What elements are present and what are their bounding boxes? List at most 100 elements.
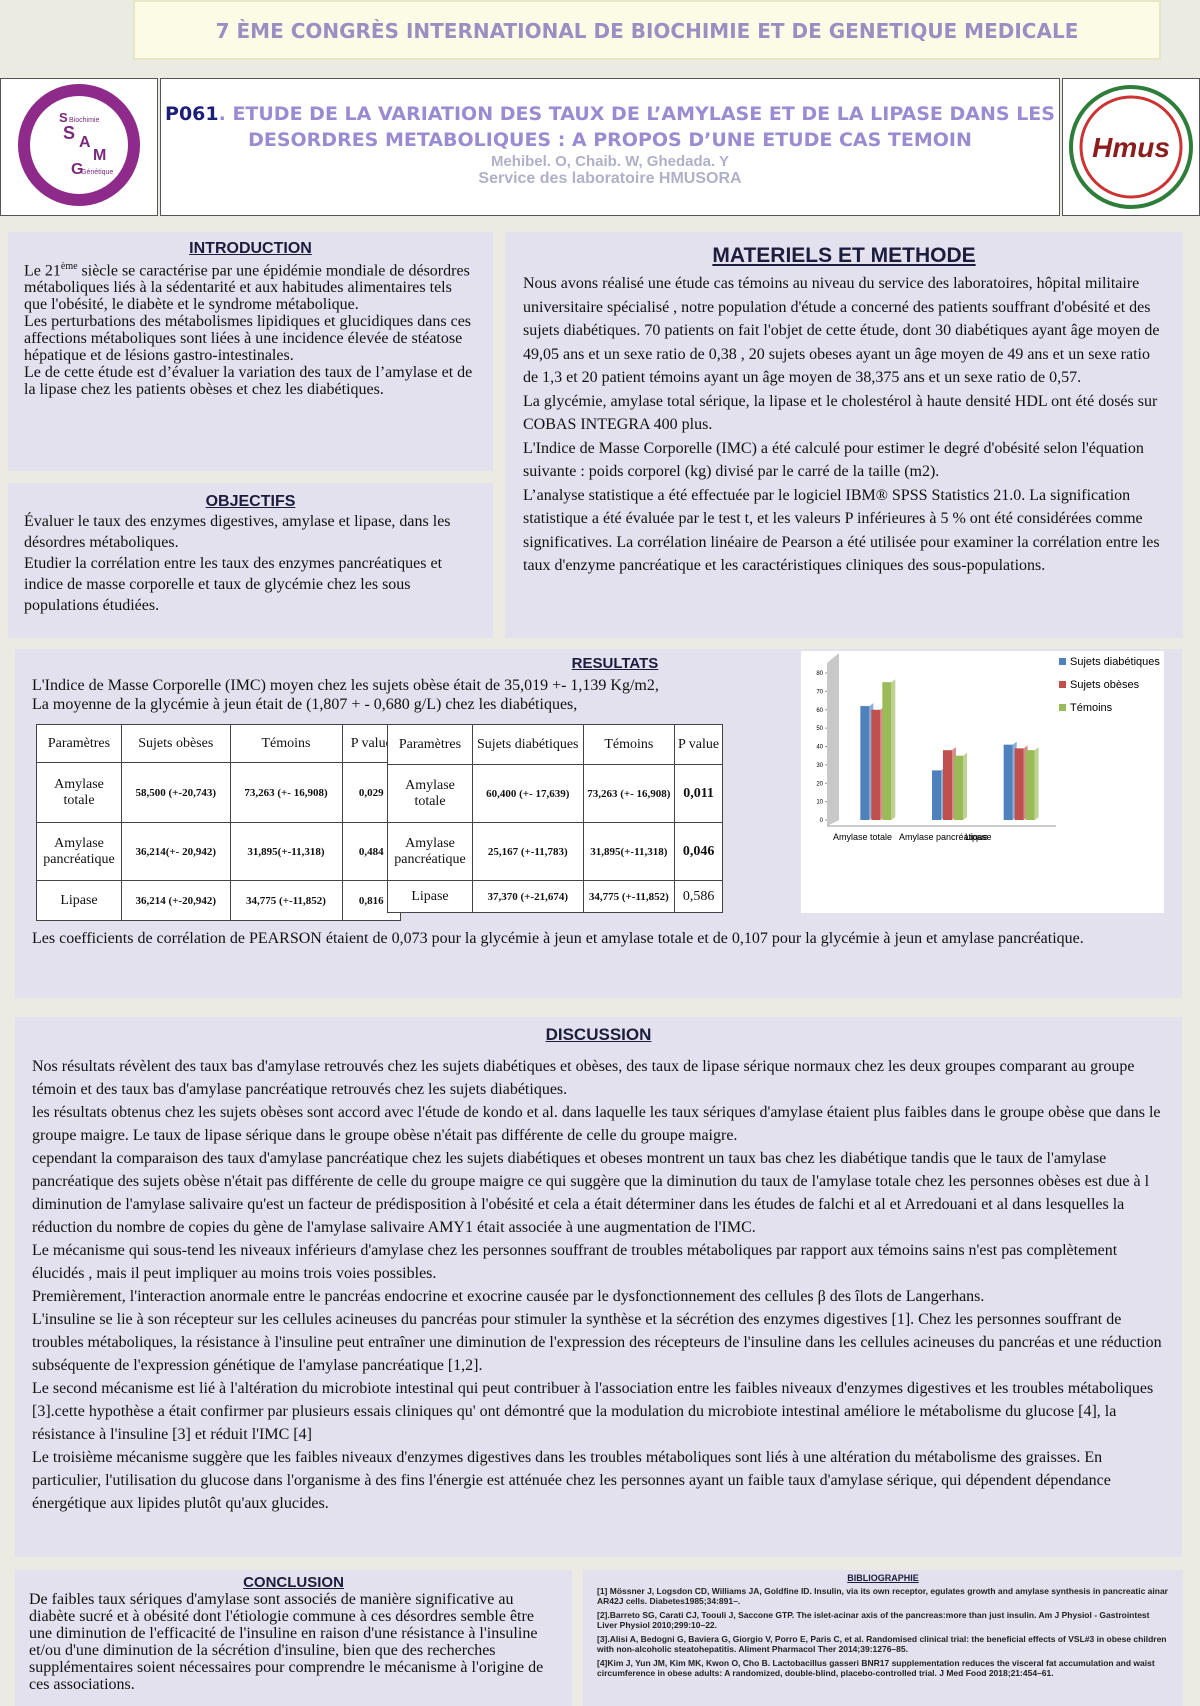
bar [1025,750,1035,820]
cell: 34,775 (+-11,852) [229,880,343,921]
paragraph: De faibles taux sériques d'amylase sont … [29,1591,544,1693]
legend-swatch [1059,658,1066,665]
cell: 0,046 [674,822,723,881]
bar-side [891,679,896,820]
affiliation: Service des laboratoire HMUSORA [478,170,742,187]
text: Le 21 [24,262,61,280]
table-header-row: Paramètres Sujets diabétiques Témoins P val… [387,724,723,765]
legend-label: Sujets obèses [1070,679,1140,691]
header-cell: Témoins [229,724,343,763]
paragraph: Le de cette étude est d’évaluer la varia… [24,364,473,399]
section-title: MATERIELS ET METHODE [712,244,976,267]
result-line: L'Indice de Masse Corporelle (IMC) moyen… [32,677,659,694]
paragraph: L'insuline se lie à son récepteur sur le… [32,1311,1162,1374]
cell: 73,263 (+- 16,908) [582,764,676,823]
x-tick-label: Amylase totale [833,832,892,842]
section-title: RESULTATS [571,655,659,672]
table-row: Amylase pancréatique 36,214(+- 20,942) 31,… [36,822,401,881]
logo-letter: M [93,147,106,164]
bar [1014,748,1024,820]
text: siècle se caractérise par une épidémie m… [24,262,470,314]
right-logo: Hmus [1069,85,1193,209]
reference: [2].Barreto SG, Carati CJ, Toouli J, Sac… [597,1610,1150,1630]
logo-letter: S [59,110,68,125]
row-label: Amylase pancréatique [36,822,122,881]
logo-letter: S [63,123,75,143]
table-row: Lipase 36,214 (+-20,942) 34,775 (+-11,852)… [36,880,401,921]
row-label: Lipase [387,880,473,913]
title-text: . ETUDE DE LA VARIATION DES TAUX DE L’AM… [218,103,1055,125]
row-label: Lipase [36,880,122,921]
header-cell: Paramètres [36,724,122,763]
authors: Mehibel. O, Chaib. W, Ghedada. Y [490,153,730,170]
cell: 34,775 (+-11,852) [582,880,676,913]
y-tick-label: 10 [816,800,823,806]
section-title: DISCUSSION [545,1025,652,1044]
cell: 25,167 (+-11,783) [472,822,584,881]
left-logo: S A M G S Biochimie Génétique [18,84,140,206]
section-title: INTRODUCTION [189,240,312,257]
paragraph: L’analyse statistique a été effectuée pa… [523,486,1160,575]
bar [860,706,870,820]
y-tick-label: 30 [816,763,823,769]
y-tick-label: 20 [816,781,823,787]
table-row: Amylase pancréatique 25,167 (+-11,783) 31,… [387,822,723,881]
cell: 0,586 [674,880,723,913]
results-table: Paramètres Sujets obèses Témoins P value Amy… [36,724,401,921]
chart: 0 10 20 30 40 50 60 70 80 Amylase totale Amylase p… [801,651,1164,913]
paragraph: Le mécanisme qui sous-tend les niveaux i… [32,1242,1118,1282]
row-label: Amylase totale [36,762,122,823]
cell: 31,895(+-11,318) [582,822,676,881]
bar [882,682,892,820]
section-title: BIBLIOGRAPHIE [847,1573,919,1583]
paragraph: cependant la comparaison des taux d'amyl… [32,1150,1150,1236]
y-tick-label: 40 [816,745,823,751]
logo-text: Hmus [1092,132,1170,163]
paragraph: Nos résultats révèlent des taux bas d'am… [32,1058,1135,1098]
x-tick-label: Lipase [965,832,992,842]
header-cell: Témoins [582,724,676,765]
table-row: Lipase 37,370 (+-21,674) 34,775 (+-11,852)… [387,880,723,913]
table-row: Amylase totale 58,500 (+-20,743) 73,263 (+… [36,762,401,823]
chart-wall [827,653,839,826]
bar [954,755,963,820]
paragraph: Nous avons réalisé une étude cas témoins… [523,275,1160,386]
logo-ring [1079,95,1183,199]
result-line: La moyenne de la glycémie à jeun était d… [32,696,578,713]
poster-code: P061 [165,103,219,125]
discussion: DISCUSSION Nos résultats révèlent des ta… [15,1017,1182,1557]
conclusion: CONCLUSION De faibles taux sériques d'am… [15,1570,572,1706]
bar [871,709,881,820]
cell: 31,895(+-11,318) [229,822,343,881]
paragraph: Les coefficients de corrélation de PEARS… [32,930,1084,947]
legend-swatch [1059,704,1066,711]
legend-label: Sujets diabétiques [1070,656,1160,668]
results-table: Paramètres Sujets diabétiques Témoins P val… [387,724,723,913]
logo-letter: A [79,134,91,151]
row-label: Amylase totale [387,764,473,823]
paragraph: Les perturbations des métabolismes lipid… [24,313,472,365]
paragraph-list: Nos résultats révèlent des taux bas d'am… [32,1055,1165,1515]
header-cell: Sujets diabétiques [472,724,584,765]
legend-swatch [1059,681,1066,688]
cell: 60,400 (+- 17,639) [472,764,584,823]
row-label: Amylase pancréatique [387,822,473,881]
cell: 36,214 (+-20,942) [121,880,231,921]
title-box: P061. ETUDE DE LA VARIATION DES TAUX DE … [160,78,1060,216]
superscript: ème [60,261,78,272]
objectifs: OBJECTIFS Évaluer le taux des enzymes di… [8,483,493,638]
bar [932,770,941,820]
bar-side [963,752,967,820]
logo-letter: G [71,161,83,178]
title-line: P061. ETUDE DE LA VARIATION DES TAUX DE … [161,101,1059,127]
title-line: DESORDRES METABOLIQUES : A PROPOS D’UNE … [248,129,972,151]
result-lines: L'Indice de Masse Corporelle (IMC) moyen… [32,676,659,714]
paragraph-list: Évaluer le taux des enzymes digestives, … [24,511,477,616]
bar-side [1034,747,1039,820]
paragraph-list: Les perturbations des métabolismes lipid… [24,313,477,398]
header-cell: Paramètres [387,724,473,765]
y-tick-label: 50 [816,726,823,732]
paragraph: Évaluer le taux des enzymes digestives, … [24,513,451,551]
y-tick-label: 70 [816,689,823,695]
